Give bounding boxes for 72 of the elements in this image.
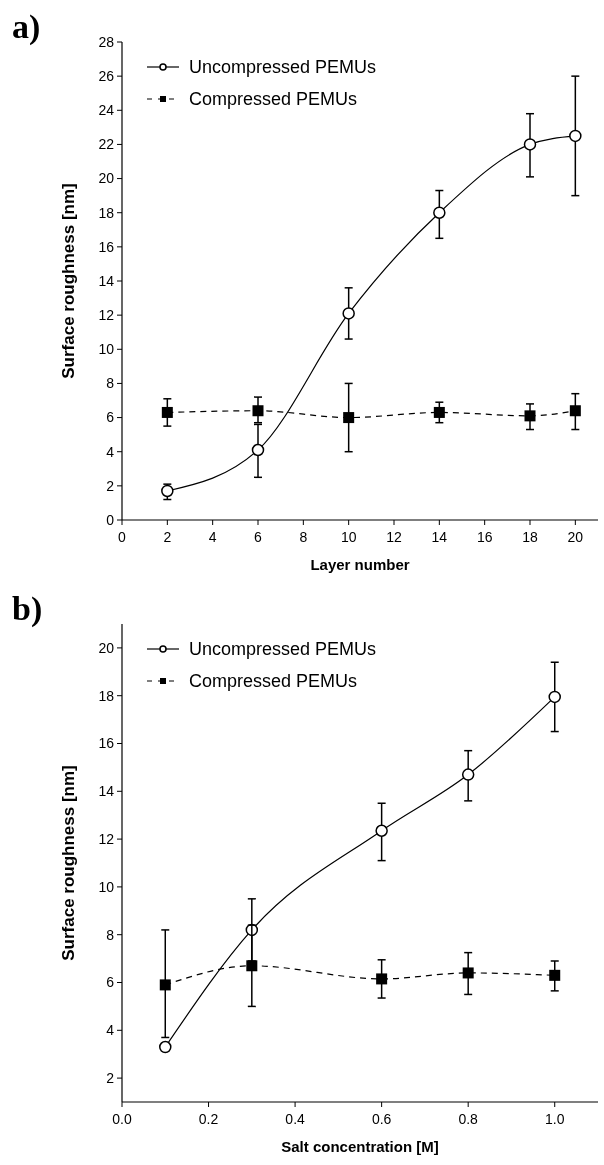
x-tick-label: 4 xyxy=(208,529,217,545)
legend-label: Uncompressed PEMUs xyxy=(189,639,377,660)
point xyxy=(461,768,475,781)
x-tick-label: 6 xyxy=(254,529,263,545)
chart-title: b) xyxy=(12,590,43,628)
y-tick-label: 16 xyxy=(98,238,115,255)
y-tick-label: 26 xyxy=(98,68,115,85)
point xyxy=(433,206,446,219)
y-tick-label: 10 xyxy=(98,341,115,358)
legend-label: Compressed PEMUs xyxy=(189,671,358,692)
y-tick-label: 14 xyxy=(98,272,115,289)
point xyxy=(252,405,264,417)
point xyxy=(159,979,171,991)
x-tick-label: 14 xyxy=(431,529,448,545)
point xyxy=(342,307,355,320)
point xyxy=(376,973,388,985)
x-tick-label: 16 xyxy=(476,529,493,545)
point xyxy=(159,1040,172,1054)
point xyxy=(462,967,474,979)
y-tick-label: 6 xyxy=(106,409,115,426)
y-tick-label: 6 xyxy=(106,974,115,991)
point xyxy=(375,824,388,837)
legend-label: Uncompressed PEMUs xyxy=(189,57,377,78)
point xyxy=(524,410,536,422)
x-axis-title: Layer number xyxy=(310,556,410,573)
x-tick-label: 18 xyxy=(522,529,538,545)
point xyxy=(569,129,582,143)
y-tick-label: 16 xyxy=(98,735,115,752)
y-tick-label: 28 xyxy=(98,33,115,50)
y-tick-label: 18 xyxy=(98,687,115,704)
legend-label: Compressed PEMUs xyxy=(189,89,358,110)
y-tick-label: 14 xyxy=(98,783,115,800)
point xyxy=(549,969,561,981)
point xyxy=(246,960,258,972)
y-tick-label: 8 xyxy=(106,926,115,943)
y-tick-label: 0 xyxy=(106,511,115,528)
x-tick-label: 0.2 xyxy=(198,1111,219,1127)
point xyxy=(433,406,445,418)
y-tick-label: 20 xyxy=(98,639,115,656)
point xyxy=(161,406,173,418)
y-tick-label: 2 xyxy=(106,1070,115,1086)
x-tick-label: 20 xyxy=(567,529,584,545)
x-axis-title: Salt concentration [M] xyxy=(281,1138,439,1155)
y-tick-label: 4 xyxy=(106,1022,115,1039)
y-tick-label: 8 xyxy=(106,375,115,392)
chart-title: a) xyxy=(12,8,41,46)
point xyxy=(548,690,561,704)
x-tick-label: 1.0 xyxy=(544,1111,565,1127)
x-tick-label: 0.0 xyxy=(112,1111,132,1127)
x-tick-label: 2 xyxy=(163,529,172,545)
point xyxy=(569,405,581,417)
y-tick-label: 18 xyxy=(98,204,115,221)
x-tick-label: 12 xyxy=(386,529,402,545)
point xyxy=(523,138,537,151)
x-tick-label: 10 xyxy=(340,529,357,545)
y-tick-label: 20 xyxy=(98,170,115,187)
y-tick-label: 12 xyxy=(98,307,115,324)
x-tick-label: 0 xyxy=(118,529,127,545)
y-axis-title: Surface roughness [nm] xyxy=(59,765,78,961)
x-tick-label: 0.6 xyxy=(371,1111,392,1127)
point xyxy=(343,412,355,424)
x-tick-label: 0.4 xyxy=(285,1111,306,1127)
y-tick-label: 24 xyxy=(98,102,115,119)
x-tick-label: 8 xyxy=(299,529,308,545)
y-axis-title: Surface roughness [nm] xyxy=(59,183,78,379)
y-tick-label: 10 xyxy=(98,878,115,895)
x-tick-label: 0.8 xyxy=(458,1111,479,1127)
y-tick-label: 22 xyxy=(98,136,115,153)
point xyxy=(251,443,265,457)
y-tick-label: 2 xyxy=(106,477,115,494)
y-tick-label: 4 xyxy=(106,443,115,460)
y-tick-label: 12 xyxy=(98,831,115,847)
